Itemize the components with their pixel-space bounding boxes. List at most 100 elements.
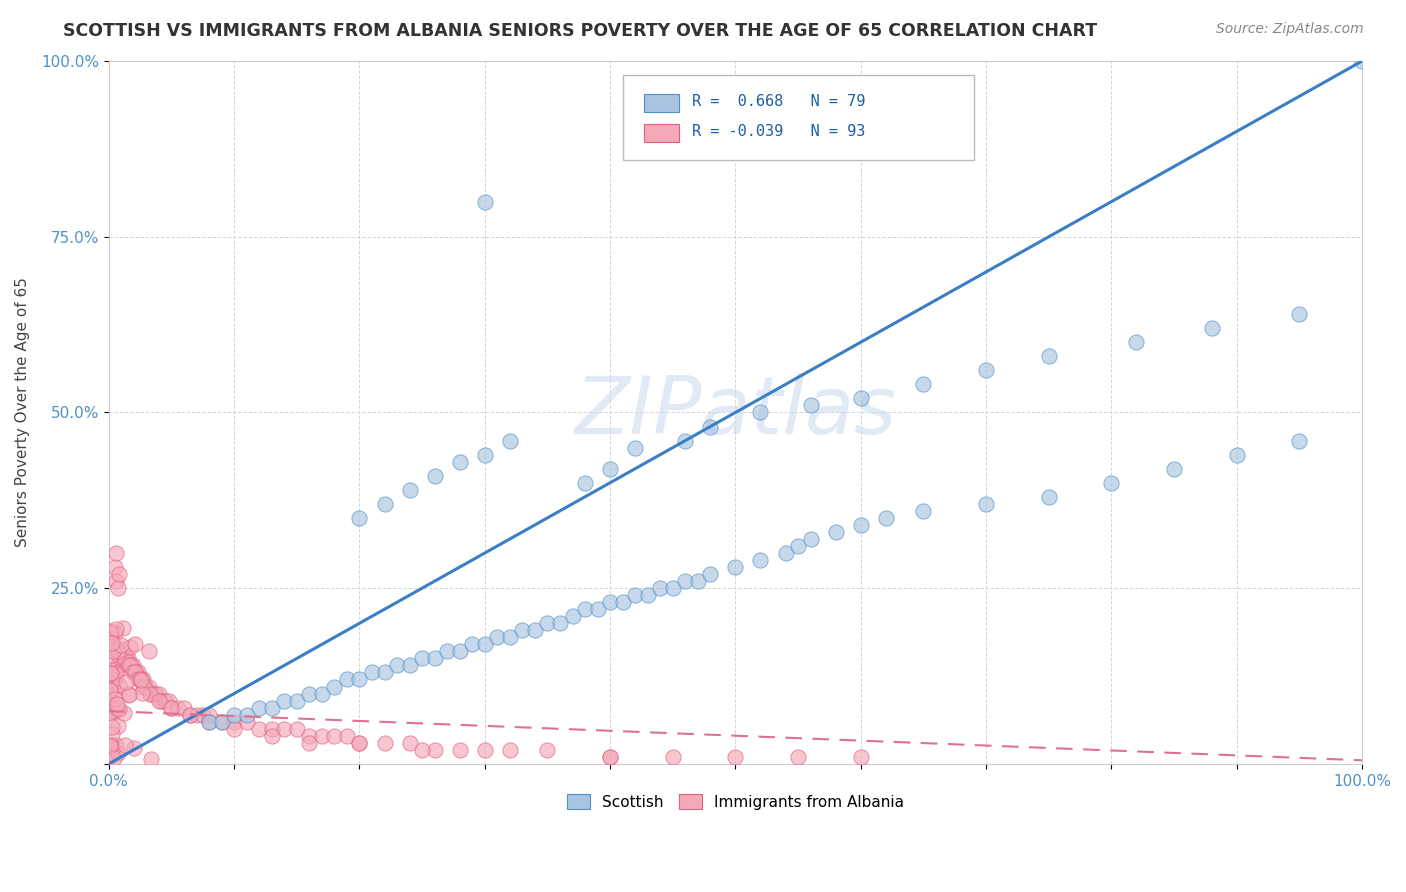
Point (111, 651, 134, 665)
Point (198, 714, 221, 729)
Point (311, 729, 333, 743)
Point (1201, 321, 1223, 335)
Point (247, 700, 270, 714)
Point (235, 714, 257, 729)
Bar (644, 95, 679, 112)
Point (311, 687, 333, 701)
Point (138, 643, 160, 657)
Point (108, 651, 131, 665)
Point (127, 673, 149, 687)
Point (974, 363, 997, 377)
Point (114, 738, 136, 752)
Point (423, 651, 446, 665)
Point (100, 738, 122, 752)
Point (912, 504, 935, 518)
Point (107, 644, 129, 658)
Point (98, 624, 121, 638)
Point (474, 194, 496, 209)
Point (104, 673, 127, 687)
Point (775, 546, 797, 560)
Point (1125, 335, 1147, 350)
Point (273, 722, 295, 736)
Point (849, 749, 872, 764)
Point (474, 637, 496, 651)
Point (260, 700, 283, 714)
Point (104, 692, 127, 706)
Point (103, 750, 125, 764)
Point (132, 680, 155, 694)
Point (138, 680, 160, 694)
Point (98, 683, 121, 698)
Point (574, 602, 596, 616)
Point (247, 722, 270, 736)
Point (449, 644, 471, 658)
Point (849, 517, 872, 532)
Point (624, 441, 647, 455)
Point (98, 666, 121, 681)
Point (1099, 475, 1122, 490)
Point (118, 688, 141, 702)
Point (349, 736, 371, 750)
Point (105, 666, 128, 681)
Point (131, 673, 153, 687)
Point (105, 622, 128, 636)
Point (122, 665, 145, 680)
Point (224, 722, 246, 736)
Point (536, 616, 558, 631)
FancyBboxPatch shape (623, 75, 973, 160)
Point (436, 644, 458, 658)
Text: R =  0.668   N = 79: R = 0.668 N = 79 (692, 95, 865, 110)
Point (398, 483, 420, 497)
Point (101, 635, 124, 649)
Point (111, 642, 134, 657)
Point (724, 749, 747, 764)
Point (141, 751, 163, 765)
Point (129, 673, 152, 687)
Point (121, 658, 143, 673)
Text: R = -0.039   N = 93: R = -0.039 N = 93 (692, 124, 865, 139)
Point (298, 729, 321, 743)
Point (787, 539, 810, 553)
Point (128, 673, 150, 687)
Point (98, 682, 121, 697)
Point (974, 497, 997, 511)
Point (104, 560, 127, 574)
Point (101, 727, 124, 741)
Point (107, 747, 129, 761)
Point (749, 553, 772, 567)
Point (118, 658, 141, 673)
Point (100, 693, 122, 707)
Point (637, 588, 659, 602)
Point (599, 461, 621, 475)
Point (423, 468, 446, 483)
Point (107, 700, 129, 714)
Point (423, 743, 446, 757)
Point (108, 567, 131, 582)
Point (131, 686, 153, 700)
Point (198, 707, 221, 722)
Point (150, 693, 173, 707)
Point (173, 700, 195, 714)
Point (749, 405, 772, 419)
Point (105, 546, 128, 560)
Point (486, 631, 509, 645)
Point (107, 678, 129, 692)
Point (100, 648, 122, 662)
Point (148, 693, 170, 707)
Point (574, 475, 596, 490)
Point (129, 673, 152, 687)
Point (349, 673, 371, 687)
Point (114, 651, 136, 665)
Point (101, 703, 124, 717)
Point (499, 631, 522, 645)
Point (120, 658, 142, 673)
Point (129, 673, 152, 688)
Point (1038, 490, 1060, 504)
Point (135, 680, 157, 694)
Point (586, 602, 609, 616)
Point (523, 624, 546, 638)
Point (624, 588, 647, 602)
Point (160, 700, 183, 714)
Point (100, 749, 122, 764)
Point (1288, 434, 1310, 448)
